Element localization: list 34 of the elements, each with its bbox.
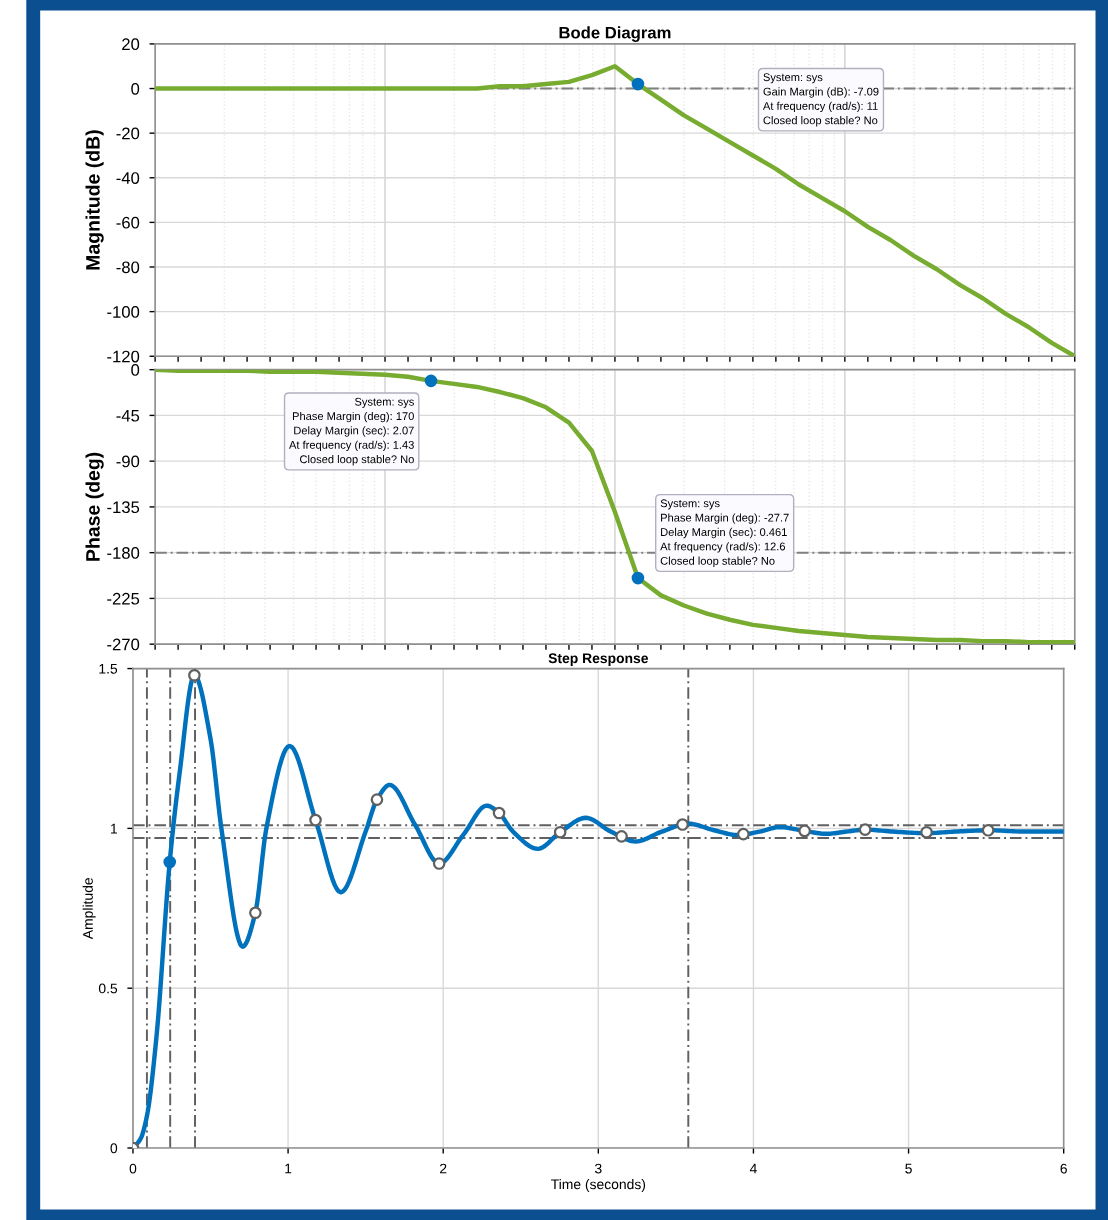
y-tick-label: 0: [131, 364, 140, 376]
point: [798, 824, 811, 838]
y-tick-label: 20: [122, 38, 140, 51]
y-axis-title: Magnitude (dB): [85, 130, 104, 270]
line-series: [155, 369, 1075, 645]
point: [920, 825, 933, 839]
point: [249, 906, 262, 920]
y-tick-label: -120: [107, 350, 140, 363]
chart-title: Bode Diagram: [559, 26, 671, 42]
point: [676, 818, 689, 831]
point: [553, 825, 567, 839]
y-tick-label: -80: [116, 261, 140, 274]
y-tick-label: 0: [131, 82, 140, 95]
y-tick-label: -45: [116, 409, 140, 422]
y-tick-label: -180: [107, 547, 140, 559]
point: [309, 813, 322, 827]
point: [981, 823, 995, 837]
y-tick-label: -135: [107, 501, 140, 514]
y-tick-label: -60: [116, 216, 140, 229]
y-axis-title: Phase (deg): [85, 452, 104, 561]
y-tick-label: -40: [116, 172, 140, 184]
point: [615, 830, 628, 843]
point: [163, 855, 177, 869]
point: [432, 857, 446, 870]
y-tick-label: -20: [116, 127, 140, 140]
point: [737, 827, 750, 841]
y-tick-label: -90: [116, 455, 140, 468]
y-tick-label: -270: [107, 638, 140, 651]
point: [858, 823, 872, 836]
point: [370, 793, 384, 806]
y-tick-label: -225: [107, 592, 140, 605]
point: [492, 806, 506, 820]
point: [188, 668, 201, 682]
y-tick-label: -100: [107, 306, 140, 318]
